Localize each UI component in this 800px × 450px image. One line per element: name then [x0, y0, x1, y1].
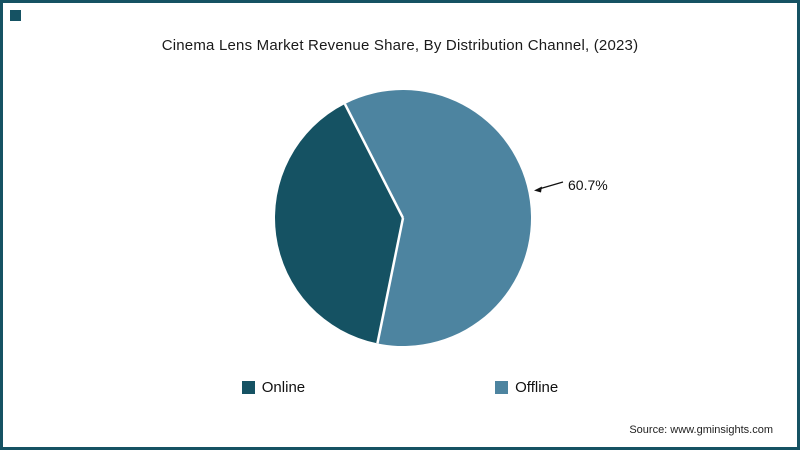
pie-slice-offline — [344, 89, 532, 346]
chart-title: Cinema Lens Market Revenue Share, By Dis… — [161, 37, 639, 54]
pie-slice-online — [275, 103, 403, 344]
pie-chart — [275, 89, 532, 346]
pie-slice-divider — [343, 103, 405, 219]
annotation-arrow-icon — [534, 181, 564, 193]
annotation-label: 60.7% — [568, 177, 608, 193]
legend-item-online: Online — [241, 379, 306, 396]
pie-slice-divider — [376, 217, 405, 344]
legend-label-online: Online — [261, 379, 306, 396]
legend-label-offline: Offline — [515, 379, 559, 396]
legend: Online Offline — [3, 379, 797, 396]
corner-square-decoration — [10, 10, 21, 21]
source-text: Source: www.gminsights.com — [629, 424, 773, 436]
legend-item-offline: Offline — [495, 379, 558, 396]
legend-swatch-online — [241, 381, 255, 394]
legend-swatch-offline — [495, 381, 509, 394]
